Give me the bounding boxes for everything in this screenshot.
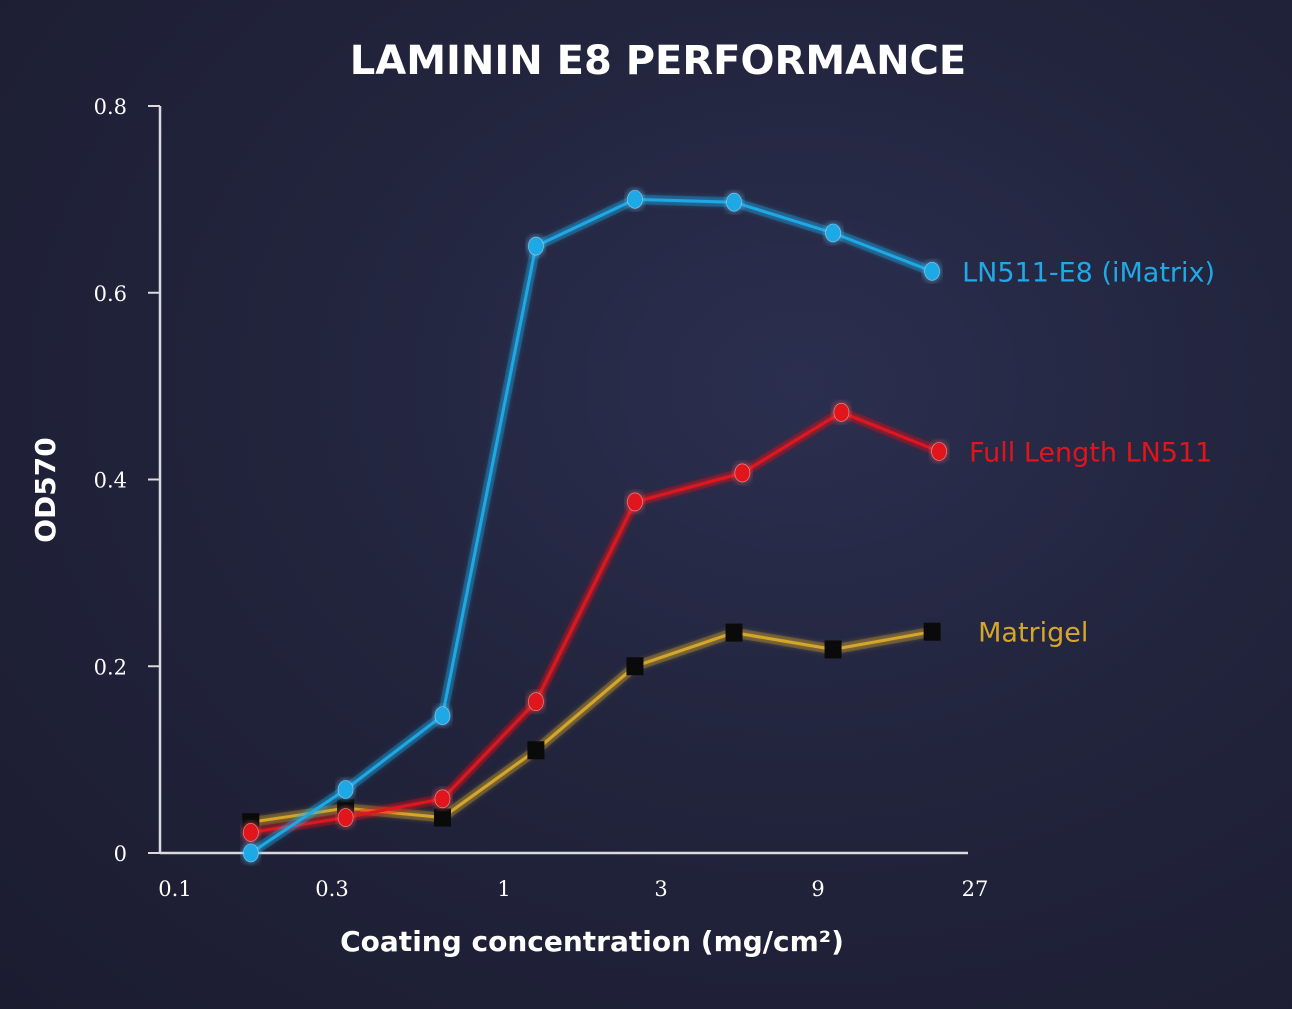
y-ticks: 0 0.2 0.4 0.6 0.8 bbox=[94, 95, 160, 866]
y-tick-label: 0 bbox=[114, 842, 127, 866]
series-line-glow bbox=[245, 194, 938, 858]
data-point bbox=[627, 190, 643, 209]
data-point bbox=[725, 623, 743, 642]
data-point bbox=[824, 640, 842, 659]
chart-title: LAMININ E8 PERFORMANCE bbox=[350, 38, 966, 84]
series-line-glow bbox=[245, 626, 938, 828]
y-axis-title: OD570 bbox=[29, 437, 62, 543]
x-tick-label: 3 bbox=[654, 877, 667, 901]
x-tick-label: 9 bbox=[811, 877, 824, 901]
data-point bbox=[825, 223, 841, 243]
data-point bbox=[923, 622, 941, 641]
data-point bbox=[734, 463, 751, 483]
x-tick-label: 1 bbox=[497, 877, 510, 901]
data-point bbox=[337, 808, 354, 827]
series-matrigel bbox=[242, 622, 941, 832]
data-point bbox=[833, 402, 850, 422]
data-point bbox=[627, 492, 643, 512]
x-tick-label: 27 bbox=[962, 877, 989, 901]
y-tick-label: 0.2 bbox=[94, 655, 127, 679]
legend: Matrigel Full Length LN511 LN511-E8 (iMatr… bbox=[962, 257, 1215, 648]
y-tick-label: 0.4 bbox=[94, 469, 127, 493]
data-point bbox=[243, 823, 259, 842]
axes bbox=[158, 106, 968, 855]
data-point bbox=[434, 789, 451, 809]
x-ticks: 0.1 0.3 1 3 9 27 bbox=[158, 877, 988, 901]
data-point bbox=[434, 706, 451, 726]
legend-label: Full Length LN511 bbox=[969, 437, 1212, 468]
series-ln511-e8-imatrix bbox=[243, 190, 940, 863]
x-axis-title: Coating concentration (mg/cm²) bbox=[340, 925, 844, 958]
y-tick-label: 0.8 bbox=[94, 95, 127, 119]
x-tick-label: 0.1 bbox=[158, 877, 191, 901]
series-line bbox=[249, 197, 934, 855]
data-point bbox=[527, 741, 545, 760]
data-point bbox=[924, 261, 940, 281]
x-tick-label: 0.3 bbox=[315, 877, 348, 901]
legend-label: LN511-E8 (iMatrix) bbox=[962, 257, 1215, 288]
series-line bbox=[249, 410, 941, 834]
legend-label: Matrigel bbox=[978, 618, 1088, 649]
y-tick-label: 0.6 bbox=[94, 282, 127, 306]
data-point bbox=[337, 780, 354, 799]
data-point bbox=[433, 808, 451, 827]
data-point bbox=[726, 192, 742, 212]
series-full-length-ln511 bbox=[243, 402, 947, 842]
series-line-glow bbox=[245, 407, 945, 838]
data-point bbox=[931, 442, 947, 461]
data-point bbox=[528, 692, 544, 712]
data-point bbox=[528, 236, 544, 256]
data-point bbox=[243, 843, 259, 863]
series-layer bbox=[242, 190, 947, 863]
series-line bbox=[249, 630, 934, 824]
data-point bbox=[626, 657, 644, 676]
